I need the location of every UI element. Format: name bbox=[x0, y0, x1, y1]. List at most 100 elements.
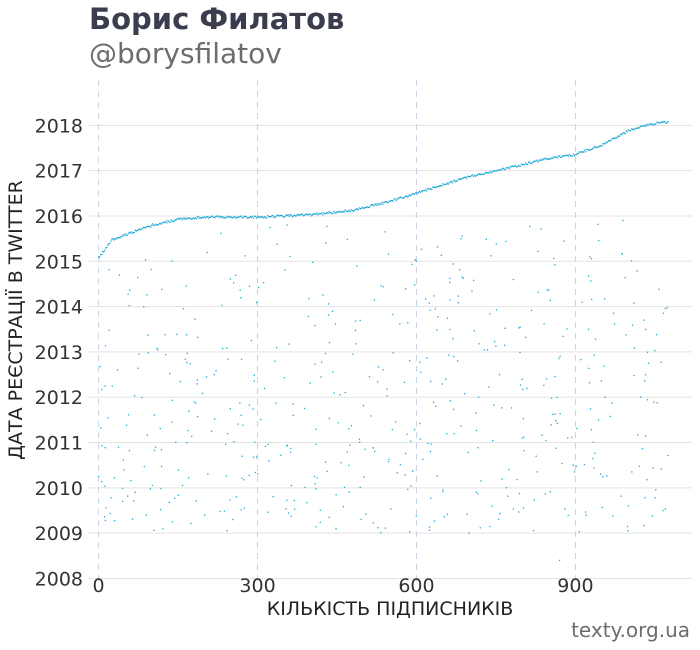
data-point bbox=[594, 338, 597, 340]
data-point bbox=[358, 207, 361, 209]
data-point bbox=[223, 217, 225, 219]
data-point bbox=[569, 155, 572, 157]
data-point bbox=[175, 441, 177, 443]
data-point bbox=[190, 218, 193, 220]
data-point bbox=[445, 183, 447, 185]
data-point bbox=[197, 216, 200, 218]
data-point bbox=[272, 495, 274, 498]
data-point bbox=[100, 253, 102, 256]
data-point bbox=[508, 168, 510, 170]
data-point bbox=[644, 497, 646, 499]
data-point bbox=[113, 477, 116, 479]
data-point bbox=[433, 186, 435, 188]
data-point bbox=[631, 471, 633, 473]
data-point bbox=[438, 185, 440, 187]
data-point bbox=[264, 216, 266, 218]
data-point bbox=[411, 192, 414, 195]
data-point bbox=[470, 174, 473, 177]
data-point bbox=[479, 527, 481, 529]
source-credit: texty.org.ua bbox=[571, 618, 690, 642]
data-point bbox=[610, 139, 612, 142]
data-point bbox=[433, 520, 436, 522]
data-point bbox=[480, 173, 482, 176]
data-point bbox=[558, 155, 560, 157]
data-point bbox=[179, 217, 181, 219]
data-point bbox=[144, 227, 147, 229]
data-point bbox=[242, 424, 244, 426]
data-point bbox=[460, 238, 462, 240]
data-point bbox=[631, 128, 634, 131]
data-point bbox=[504, 344, 506, 346]
data-point bbox=[123, 234, 125, 237]
data-point bbox=[103, 516, 106, 518]
data-point bbox=[475, 491, 478, 493]
data-point bbox=[422, 190, 424, 192]
data-point bbox=[326, 211, 328, 214]
data-point bbox=[612, 312, 615, 314]
data-point bbox=[362, 404, 365, 407]
data-point bbox=[334, 323, 337, 325]
data-point bbox=[567, 437, 569, 439]
data-point bbox=[518, 492, 521, 495]
data-point bbox=[584, 149, 586, 152]
data-point bbox=[101, 253, 103, 256]
data-point bbox=[165, 220, 167, 222]
data-point bbox=[430, 443, 432, 445]
data-point bbox=[414, 192, 417, 194]
data-point bbox=[338, 210, 340, 213]
data-point bbox=[108, 269, 110, 271]
data-point bbox=[489, 170, 491, 173]
data-point bbox=[389, 200, 391, 202]
data-point bbox=[121, 500, 124, 503]
data-point bbox=[577, 152, 580, 155]
data-point bbox=[240, 215, 242, 217]
data-point bbox=[493, 340, 496, 343]
data-point bbox=[177, 217, 179, 220]
data-point bbox=[315, 526, 317, 528]
data-point bbox=[240, 297, 242, 299]
data-point bbox=[629, 130, 632, 132]
data-point bbox=[243, 215, 245, 218]
data-point bbox=[148, 226, 151, 228]
data-point bbox=[512, 165, 514, 167]
data-point bbox=[592, 457, 594, 460]
data-point bbox=[509, 166, 511, 168]
data-point bbox=[294, 215, 296, 217]
data-point bbox=[426, 357, 428, 359]
data-point bbox=[404, 474, 406, 476]
data-point bbox=[511, 165, 513, 167]
data-point bbox=[523, 163, 526, 166]
data-point bbox=[396, 472, 398, 474]
data-point bbox=[169, 221, 171, 223]
data-point bbox=[448, 182, 450, 184]
data-point bbox=[468, 176, 471, 178]
data-point bbox=[425, 188, 427, 190]
data-point bbox=[652, 467, 654, 469]
data-point bbox=[360, 207, 363, 209]
data-point bbox=[133, 231, 135, 234]
data-point bbox=[304, 213, 307, 216]
data-point bbox=[203, 216, 206, 218]
data-point bbox=[665, 122, 667, 124]
data-point bbox=[437, 316, 439, 318]
data-point bbox=[413, 193, 416, 195]
data-point bbox=[524, 162, 527, 164]
data-point bbox=[399, 464, 402, 466]
data-point bbox=[373, 299, 376, 301]
data-point bbox=[215, 369, 217, 372]
data-point bbox=[282, 216, 284, 218]
data-point bbox=[321, 212, 323, 214]
data-point bbox=[467, 175, 470, 177]
data-point bbox=[445, 378, 447, 380]
data-point bbox=[522, 388, 524, 391]
data-point bbox=[486, 172, 488, 174]
data-point bbox=[232, 518, 234, 521]
data-point bbox=[266, 217, 268, 219]
data-point bbox=[153, 529, 155, 531]
data-point bbox=[198, 217, 201, 219]
y-tick-label: 2010 bbox=[35, 478, 83, 500]
data-point bbox=[566, 154, 568, 157]
data-point bbox=[504, 168, 506, 170]
data-point bbox=[190, 522, 192, 525]
data-point bbox=[324, 461, 327, 463]
